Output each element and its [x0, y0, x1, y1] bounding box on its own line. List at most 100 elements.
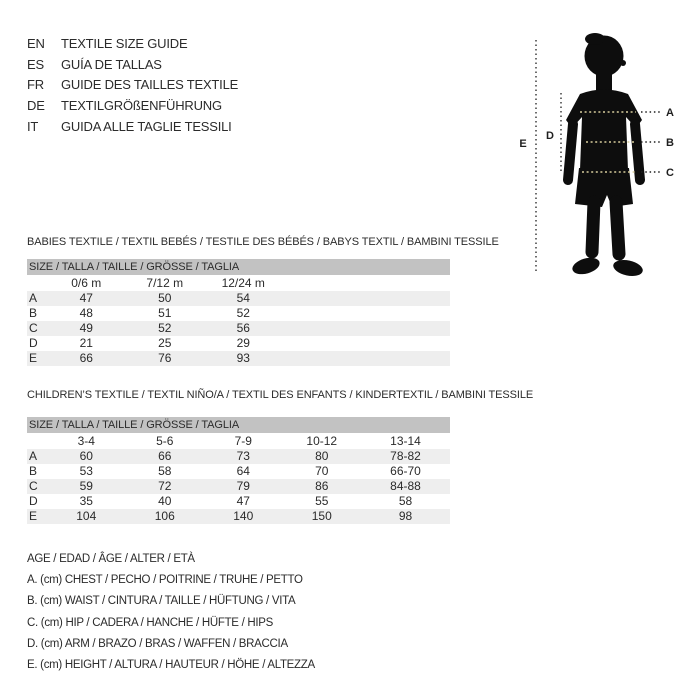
- row-label-cell: B: [29, 464, 38, 478]
- babies-rows: A 47 50 54 B 48 51 52 C 49 52 56 D 21 25 29 E 66 76 93: [27, 291, 450, 366]
- size-value-cell: 86: [315, 479, 329, 493]
- language-code: FR: [27, 77, 44, 93]
- size-value-cell: 73: [236, 449, 250, 463]
- language-code: IT: [27, 118, 39, 134]
- language-code: ES: [27, 56, 44, 72]
- size-value-cell: 104: [76, 509, 97, 523]
- size-value-cell: 55: [315, 494, 329, 508]
- legend-line: D. (cm) ARM / BRAZO / BRAS / WAFFEN / BR…: [27, 637, 288, 650]
- language-code: DE: [27, 98, 45, 114]
- size-row: D 21 25 29: [27, 336, 450, 351]
- language-title: GUÍA DE TALLAS: [61, 56, 162, 72]
- legend-line: C. (cm) HIP / CADERA / HANCHE / HÜFTE / …: [27, 616, 274, 629]
- size-value-cell: 54: [236, 291, 250, 305]
- row-label-cell: E: [29, 351, 38, 365]
- column-header-cell: 5-6: [156, 434, 174, 448]
- legend-line: AGE / EDAD / ÂGE / ALTER / ETÀ: [27, 553, 195, 565]
- language-title: TEXTILGRÖßENFÜHRUNG: [61, 98, 222, 114]
- children-size-header-bar: SIZE / TALLA / TAILLE / GRÖSSE / TAGLIA: [27, 417, 450, 433]
- size-value-cell: 79: [236, 479, 250, 493]
- column-header-cell: 7-9: [234, 434, 252, 448]
- size-value-cell: 106: [154, 509, 175, 523]
- size-row: B 53 58 64 70 66-70: [27, 464, 450, 479]
- child-silhouette: [563, 33, 645, 276]
- size-row: A 47 50 54: [27, 291, 450, 306]
- measure-label-d: D: [546, 130, 554, 142]
- filler: [283, 275, 451, 291]
- language-row: IT GUIDA ALLE TAGLIE TESSILI: [27, 117, 238, 138]
- column-header-cell: 7/12 m: [146, 276, 184, 290]
- size-value-cell: 48: [79, 306, 93, 320]
- language-row: DE TEXTILGRÖßENFÜHRUNG: [27, 96, 238, 117]
- row-label-cell: A: [29, 449, 38, 463]
- language-row: EN TEXTILE SIZE GUIDE: [27, 34, 238, 55]
- size-value-cell: 66-70: [390, 464, 421, 478]
- size-value-cell: 150: [311, 509, 332, 523]
- filler: [283, 336, 451, 351]
- legend-line: E. (cm) HEIGHT / ALTURA / HAUTEUR / HÖHE…: [27, 658, 315, 671]
- size-value-cell: 78-82: [390, 449, 421, 463]
- column-header-cell: 10-12: [306, 434, 338, 448]
- size-value-cell: 93: [236, 351, 250, 365]
- language-title-list: EN TEXTILE SIZE GUIDE ES GUÍA DE TALLAS FR GU…: [27, 34, 238, 137]
- row-label-cell: A: [29, 291, 38, 305]
- size-value-cell: 40: [158, 494, 172, 508]
- filler: [283, 306, 451, 321]
- row-label-cell: B: [29, 306, 38, 320]
- language-title: GUIDE DES TAILLES TEXTILE: [61, 77, 239, 93]
- size-value-cell: 66: [158, 449, 172, 463]
- size-value-cell: 52: [236, 306, 250, 320]
- size-value-cell: 84-88: [390, 479, 421, 493]
- size-value-cell: 35: [79, 494, 93, 508]
- size-value-cell: 50: [158, 291, 172, 305]
- size-value-cell: 66: [79, 351, 93, 365]
- size-value-cell: 76: [158, 351, 172, 365]
- size-row: A 60 66 73 80 78-82: [27, 449, 450, 464]
- size-value-cell: 51: [158, 306, 172, 320]
- size-value-cell: 98: [398, 509, 413, 523]
- legend-line: A. (cm) CHEST / PECHO / POITRINE / TRUHE…: [27, 574, 303, 587]
- row-label-spacer: [27, 433, 47, 449]
- size-row: C 59 72 79 86 84-88: [27, 479, 450, 494]
- language-title: TEXTILE SIZE GUIDE: [61, 36, 188, 51]
- size-value-cell: 52: [158, 321, 172, 335]
- column-header-cell: 3-4: [77, 434, 95, 448]
- size-value-cell: 80: [315, 449, 329, 463]
- measure-label-c: C: [666, 167, 674, 179]
- children-column-header-row: 3-4 5-6 7-9 10-12 13-14: [27, 433, 450, 449]
- filler: [283, 321, 451, 336]
- size-value-cell: 59: [79, 479, 93, 493]
- size-value-cell: 140: [233, 509, 254, 523]
- measure-label-a: A: [666, 107, 674, 119]
- row-label-cell: C: [29, 479, 38, 493]
- size-value-cell: 25: [158, 336, 172, 350]
- language-title: GUIDA ALLE TAGLIE TESSILI: [61, 118, 232, 134]
- size-value-cell: 49: [79, 321, 93, 335]
- size-row: E 66 76 93: [27, 351, 450, 366]
- column-header-cell: 13-14: [390, 434, 421, 448]
- size-value-cell: 56: [236, 321, 250, 335]
- size-row: E 104 106 140 150 98: [27, 509, 450, 524]
- language-row: FR GUIDE DES TAILLES TEXTILE: [27, 75, 238, 96]
- legend-line: B. (cm) WAIST / CINTURA / TAILLE / HÜFTU…: [27, 595, 296, 608]
- babies-size-table: SIZE / TALLA / TAILLE / GRÖSSE / TAGLIA …: [27, 259, 450, 366]
- size-value-cell: 29: [236, 336, 250, 350]
- children-rows: A 60 66 73 80 78-82 B 53 58 64 70 66-70 C 59 72 79 86 84-…: [27, 449, 450, 524]
- size-value-cell: 60: [79, 449, 93, 463]
- measure-label-e: E: [519, 138, 526, 150]
- row-label-spacer: [27, 275, 47, 291]
- size-value-cell: 58: [398, 494, 413, 508]
- children-size-table: SIZE / TALLA / TAILLE / GRÖSSE / TAGLIA …: [27, 417, 450, 524]
- size-value-cell: 70: [315, 464, 329, 478]
- language-code: EN: [27, 36, 45, 51]
- row-label-cell: D: [29, 494, 38, 508]
- measurement-figure: E D A B C: [519, 33, 674, 276]
- babies-section-title: BABIES TEXTILE / TEXTIL BEBÉS / TESTILE …: [27, 236, 499, 248]
- size-value-cell: 64: [236, 464, 250, 478]
- size-row: C 49 52 56: [27, 321, 450, 336]
- column-header-cell: 12/24 m: [221, 276, 265, 290]
- size-value-cell: 53: [79, 464, 93, 478]
- babies-size-header-bar: SIZE / TALLA / TAILLE / GRÖSSE / TAGLIA: [27, 259, 450, 275]
- filler: [283, 351, 451, 366]
